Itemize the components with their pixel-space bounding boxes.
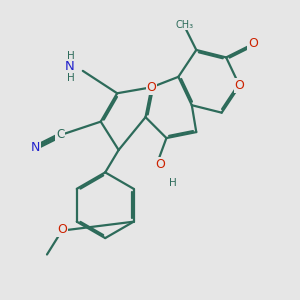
Text: O: O (155, 158, 165, 171)
Text: O: O (57, 223, 67, 236)
Text: N: N (30, 140, 40, 154)
Text: N: N (64, 60, 74, 73)
Text: O: O (248, 38, 258, 50)
Text: H: H (67, 73, 75, 83)
Text: H: H (67, 51, 75, 61)
Text: C: C (56, 128, 64, 141)
Text: O: O (147, 81, 156, 94)
Text: H: H (169, 178, 176, 188)
Text: CH₃: CH₃ (175, 20, 194, 30)
Text: O: O (235, 79, 244, 92)
